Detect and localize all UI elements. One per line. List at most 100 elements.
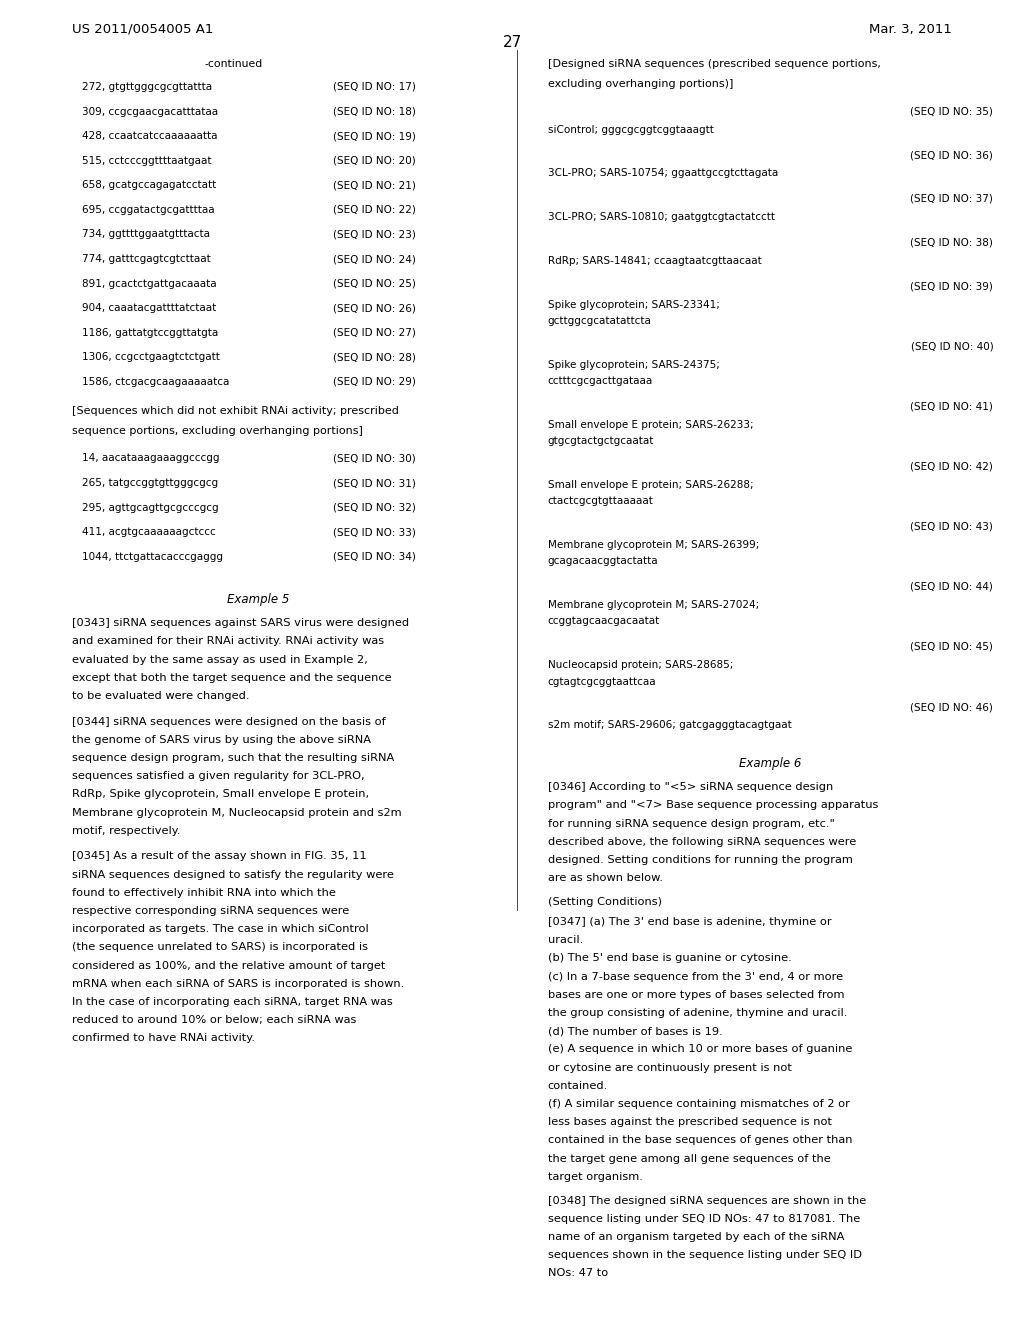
Text: 14, aacataaagaaaggcccgg: 14, aacataaagaaaggcccgg (82, 454, 219, 463)
Text: (SEQ ID NO: 34): (SEQ ID NO: 34) (333, 552, 416, 562)
Text: 1306, ccgcctgaagtctctgatt: 1306, ccgcctgaagtctctgatt (82, 352, 220, 363)
Text: (SEQ ID NO: 32): (SEQ ID NO: 32) (333, 503, 416, 512)
Text: cctttcgcgacttgataaa: cctttcgcgacttgataaa (548, 376, 653, 385)
Text: (SEQ ID NO: 21): (SEQ ID NO: 21) (333, 181, 416, 190)
Text: Small envelope E protein; SARS-26233;: Small envelope E protein; SARS-26233; (548, 420, 754, 430)
Text: mRNA when each siRNA of SARS is incorporated is shown.: mRNA when each siRNA of SARS is incorpor… (72, 979, 403, 989)
Text: designed. Setting conditions for running the program: designed. Setting conditions for running… (548, 855, 853, 865)
Text: Membrane glycoprotein M; SARS-27024;: Membrane glycoprotein M; SARS-27024; (548, 601, 759, 610)
Text: [Sequences which did not exhibit RNAi activity; prescribed: [Sequences which did not exhibit RNAi ac… (72, 407, 398, 416)
Text: uracil.: uracil. (548, 935, 583, 945)
Text: (SEQ ID NO: 42): (SEQ ID NO: 42) (910, 462, 993, 471)
Text: 309, ccgcgaacgacatttataa: 309, ccgcgaacgacatttataa (82, 107, 218, 116)
Text: (SEQ ID NO: 19): (SEQ ID NO: 19) (333, 131, 416, 141)
Text: motif, respectively.: motif, respectively. (72, 826, 180, 836)
Text: (SEQ ID NO: 20): (SEQ ID NO: 20) (333, 156, 416, 166)
Text: 695, ccggatactgcgattttaa: 695, ccggatactgcgattttaa (82, 205, 215, 215)
Text: and examined for their RNAi activity. RNAi activity was: and examined for their RNAi activity. RN… (72, 636, 384, 647)
Text: (SEQ ID NO: 43): (SEQ ID NO: 43) (910, 521, 993, 532)
Text: Nucleocapsid protein; SARS-28685;: Nucleocapsid protein; SARS-28685; (548, 660, 733, 671)
Text: [Designed siRNA sequences (prescribed sequence portions,: [Designed siRNA sequences (prescribed se… (548, 59, 881, 69)
Text: (b) The 5' end base is guanine or cytosine.: (b) The 5' end base is guanine or cytosi… (548, 953, 792, 964)
Text: (d) The number of bases is 19.: (d) The number of bases is 19. (548, 1026, 723, 1036)
Text: the target gene among all gene sequences of the: the target gene among all gene sequences… (548, 1154, 830, 1164)
Text: 891, gcactctgattgacaaata: 891, gcactctgattgacaaata (82, 279, 216, 289)
Text: name of an organism targeted by each of the siRNA: name of an organism targeted by each of … (548, 1232, 844, 1242)
Text: 734, ggttttggaatgtttacta: 734, ggttttggaatgtttacta (82, 230, 210, 239)
Text: described above, the following siRNA sequences were: described above, the following siRNA seq… (548, 837, 856, 847)
Text: [0347] (a) The 3' end base is adenine, thymine or: [0347] (a) The 3' end base is adenine, t… (548, 917, 831, 927)
Text: Example 5: Example 5 (227, 593, 290, 606)
Text: (SEQ ID NO: 36): (SEQ ID NO: 36) (910, 150, 993, 160)
Text: s2m motif; SARS-29606; gatcgagggtacagtgaat: s2m motif; SARS-29606; gatcgagggtacagtga… (548, 721, 792, 730)
Text: 265, tatgccggtgttgggcgcg: 265, tatgccggtgttgggcgcg (82, 478, 218, 488)
Text: 3CL-PRO; SARS-10810; gaatggtcgtactatcctt: 3CL-PRO; SARS-10810; gaatggtcgtactatcctt (548, 213, 775, 222)
Text: for running siRNA sequence design program, etc.": for running siRNA sequence design progra… (548, 818, 835, 829)
Text: evaluated by the same assay as used in Example 2,: evaluated by the same assay as used in E… (72, 655, 368, 665)
Text: Membrane glycoprotein M, Nucleocapsid protein and s2m: Membrane glycoprotein M, Nucleocapsid pr… (72, 808, 401, 817)
Text: (SEQ ID NO: 41): (SEQ ID NO: 41) (910, 401, 993, 412)
Text: (SEQ ID NO: 24): (SEQ ID NO: 24) (333, 253, 416, 264)
Text: sequences satisfied a given regularity for 3CL-PRO,: sequences satisfied a given regularity f… (72, 771, 365, 781)
Text: RdRp; SARS-14841; ccaagtaatcgttaacaat: RdRp; SARS-14841; ccaagtaatcgttaacaat (548, 256, 762, 265)
Text: sequences shown in the sequence listing under SEQ ID: sequences shown in the sequence listing … (548, 1250, 862, 1261)
Text: Spike glycoprotein; SARS-23341;: Spike glycoprotein; SARS-23341; (548, 300, 720, 310)
Text: 515, cctcccggttttaatgaat: 515, cctcccggttttaatgaat (82, 156, 211, 166)
Text: [0344] siRNA sequences were designed on the basis of: [0344] siRNA sequences were designed on … (72, 717, 385, 726)
Text: 295, agttgcagttgcgcccgcg: 295, agttgcagttgcgcccgcg (82, 503, 218, 512)
Text: Spike glycoprotein; SARS-24375;: Spike glycoprotein; SARS-24375; (548, 359, 720, 370)
Text: 1586, ctcgacgcaagaaaaatca: 1586, ctcgacgcaagaaaaatca (82, 378, 229, 387)
Text: contained.: contained. (548, 1081, 608, 1090)
Text: [0348] The designed siRNA sequences are shown in the: [0348] The designed siRNA sequences are … (548, 1196, 866, 1205)
Text: 3CL-PRO; SARS-10754; ggaattgccgtcttagata: 3CL-PRO; SARS-10754; ggaattgccgtcttagata (548, 169, 778, 178)
Text: (SEQ ID NO: 37): (SEQ ID NO: 37) (910, 194, 993, 205)
Text: target organism.: target organism. (548, 1172, 643, 1181)
Text: to be evaluated were changed.: to be evaluated were changed. (72, 692, 249, 701)
Text: [0345] As a result of the assay shown in FIG. 35, 11: [0345] As a result of the assay shown in… (72, 851, 367, 862)
Text: sequence portions, excluding overhanging portions]: sequence portions, excluding overhanging… (72, 426, 362, 436)
Text: In the case of incorporating each siRNA, target RNA was: In the case of incorporating each siRNA,… (72, 997, 392, 1007)
Text: ctactcgcgtgttaaaaat: ctactcgcgtgttaaaaat (548, 496, 653, 507)
Text: (SEQ ID NO: 38): (SEQ ID NO: 38) (910, 238, 993, 248)
Text: (the sequence unrelated to SARS) is incorporated is: (the sequence unrelated to SARS) is inco… (72, 942, 368, 953)
Text: found to effectively inhibit RNA into which the: found to effectively inhibit RNA into wh… (72, 888, 336, 898)
Text: Example 6: Example 6 (739, 756, 802, 770)
Text: the group consisting of adenine, thymine and uracil.: the group consisting of adenine, thymine… (548, 1008, 847, 1018)
Text: [0346] According to "<5> siRNA sequence design: [0346] According to "<5> siRNA sequence … (548, 783, 834, 792)
Text: bases are one or more types of bases selected from: bases are one or more types of bases sel… (548, 990, 845, 999)
Text: confirmed to have RNAi activity.: confirmed to have RNAi activity. (72, 1034, 255, 1044)
Text: 428, ccaatcatccaaaaaatta: 428, ccaatcatccaaaaaatta (82, 131, 217, 141)
Text: (SEQ ID NO: 25): (SEQ ID NO: 25) (333, 279, 416, 289)
Text: incorporated as targets. The case in which siControl: incorporated as targets. The case in whi… (72, 924, 369, 935)
Text: cgtagtcgcggtaattcaa: cgtagtcgcggtaattcaa (548, 677, 656, 686)
Text: excluding overhanging portions)]: excluding overhanging portions)] (548, 79, 733, 90)
Text: (e) A sequence in which 10 or more bases of guanine: (e) A sequence in which 10 or more bases… (548, 1044, 852, 1055)
Text: (Setting Conditions): (Setting Conditions) (548, 896, 662, 907)
Text: (SEQ ID NO: 40): (SEQ ID NO: 40) (910, 342, 993, 351)
Text: 1044, ttctgattacacccgaggg: 1044, ttctgattacacccgaggg (82, 552, 223, 562)
Text: US 2011/0054005 A1: US 2011/0054005 A1 (72, 22, 213, 36)
Text: (SEQ ID NO: 23): (SEQ ID NO: 23) (333, 230, 416, 239)
Text: (SEQ ID NO: 39): (SEQ ID NO: 39) (910, 281, 993, 292)
Text: considered as 100%, and the relative amount of target: considered as 100%, and the relative amo… (72, 961, 385, 970)
Text: siControl; gggcgcggtcggtaaagtt: siControl; gggcgcggtcggtaaagtt (548, 125, 714, 135)
Text: (SEQ ID NO: 27): (SEQ ID NO: 27) (333, 327, 416, 338)
Text: gcagacaacggtactatta: gcagacaacggtactatta (548, 556, 658, 566)
Text: siRNA sequences designed to satisfy the regularity were: siRNA sequences designed to satisfy the … (72, 870, 393, 879)
Text: sequence design program, such that the resulting siRNA: sequence design program, such that the r… (72, 752, 394, 763)
Text: (SEQ ID NO: 28): (SEQ ID NO: 28) (333, 352, 416, 363)
Text: 1186, gattatgtccggttatgta: 1186, gattatgtccggttatgta (82, 327, 218, 338)
Text: Membrane glycoprotein M; SARS-26399;: Membrane glycoprotein M; SARS-26399; (548, 540, 759, 550)
Text: (SEQ ID NO: 33): (SEQ ID NO: 33) (333, 527, 416, 537)
Text: (SEQ ID NO: 35): (SEQ ID NO: 35) (910, 107, 993, 116)
Text: respective corresponding siRNA sequences were: respective corresponding siRNA sequences… (72, 906, 349, 916)
Text: (SEQ ID NO: 22): (SEQ ID NO: 22) (333, 205, 416, 215)
Text: 904, caaatacgattttatctaat: 904, caaatacgattttatctaat (82, 304, 216, 313)
Text: (SEQ ID NO: 44): (SEQ ID NO: 44) (910, 582, 993, 591)
Text: (SEQ ID NO: 17): (SEQ ID NO: 17) (333, 82, 416, 92)
Text: 27: 27 (503, 34, 521, 50)
Text: (SEQ ID NO: 29): (SEQ ID NO: 29) (333, 378, 416, 387)
Text: (f) A similar sequence containing mismatches of 2 or: (f) A similar sequence containing mismat… (548, 1100, 850, 1109)
Text: 411, acgtgcaaaaaagctccc: 411, acgtgcaaaaaagctccc (82, 527, 216, 537)
Text: gtgcgtactgctgcaatat: gtgcgtactgctgcaatat (548, 436, 654, 446)
